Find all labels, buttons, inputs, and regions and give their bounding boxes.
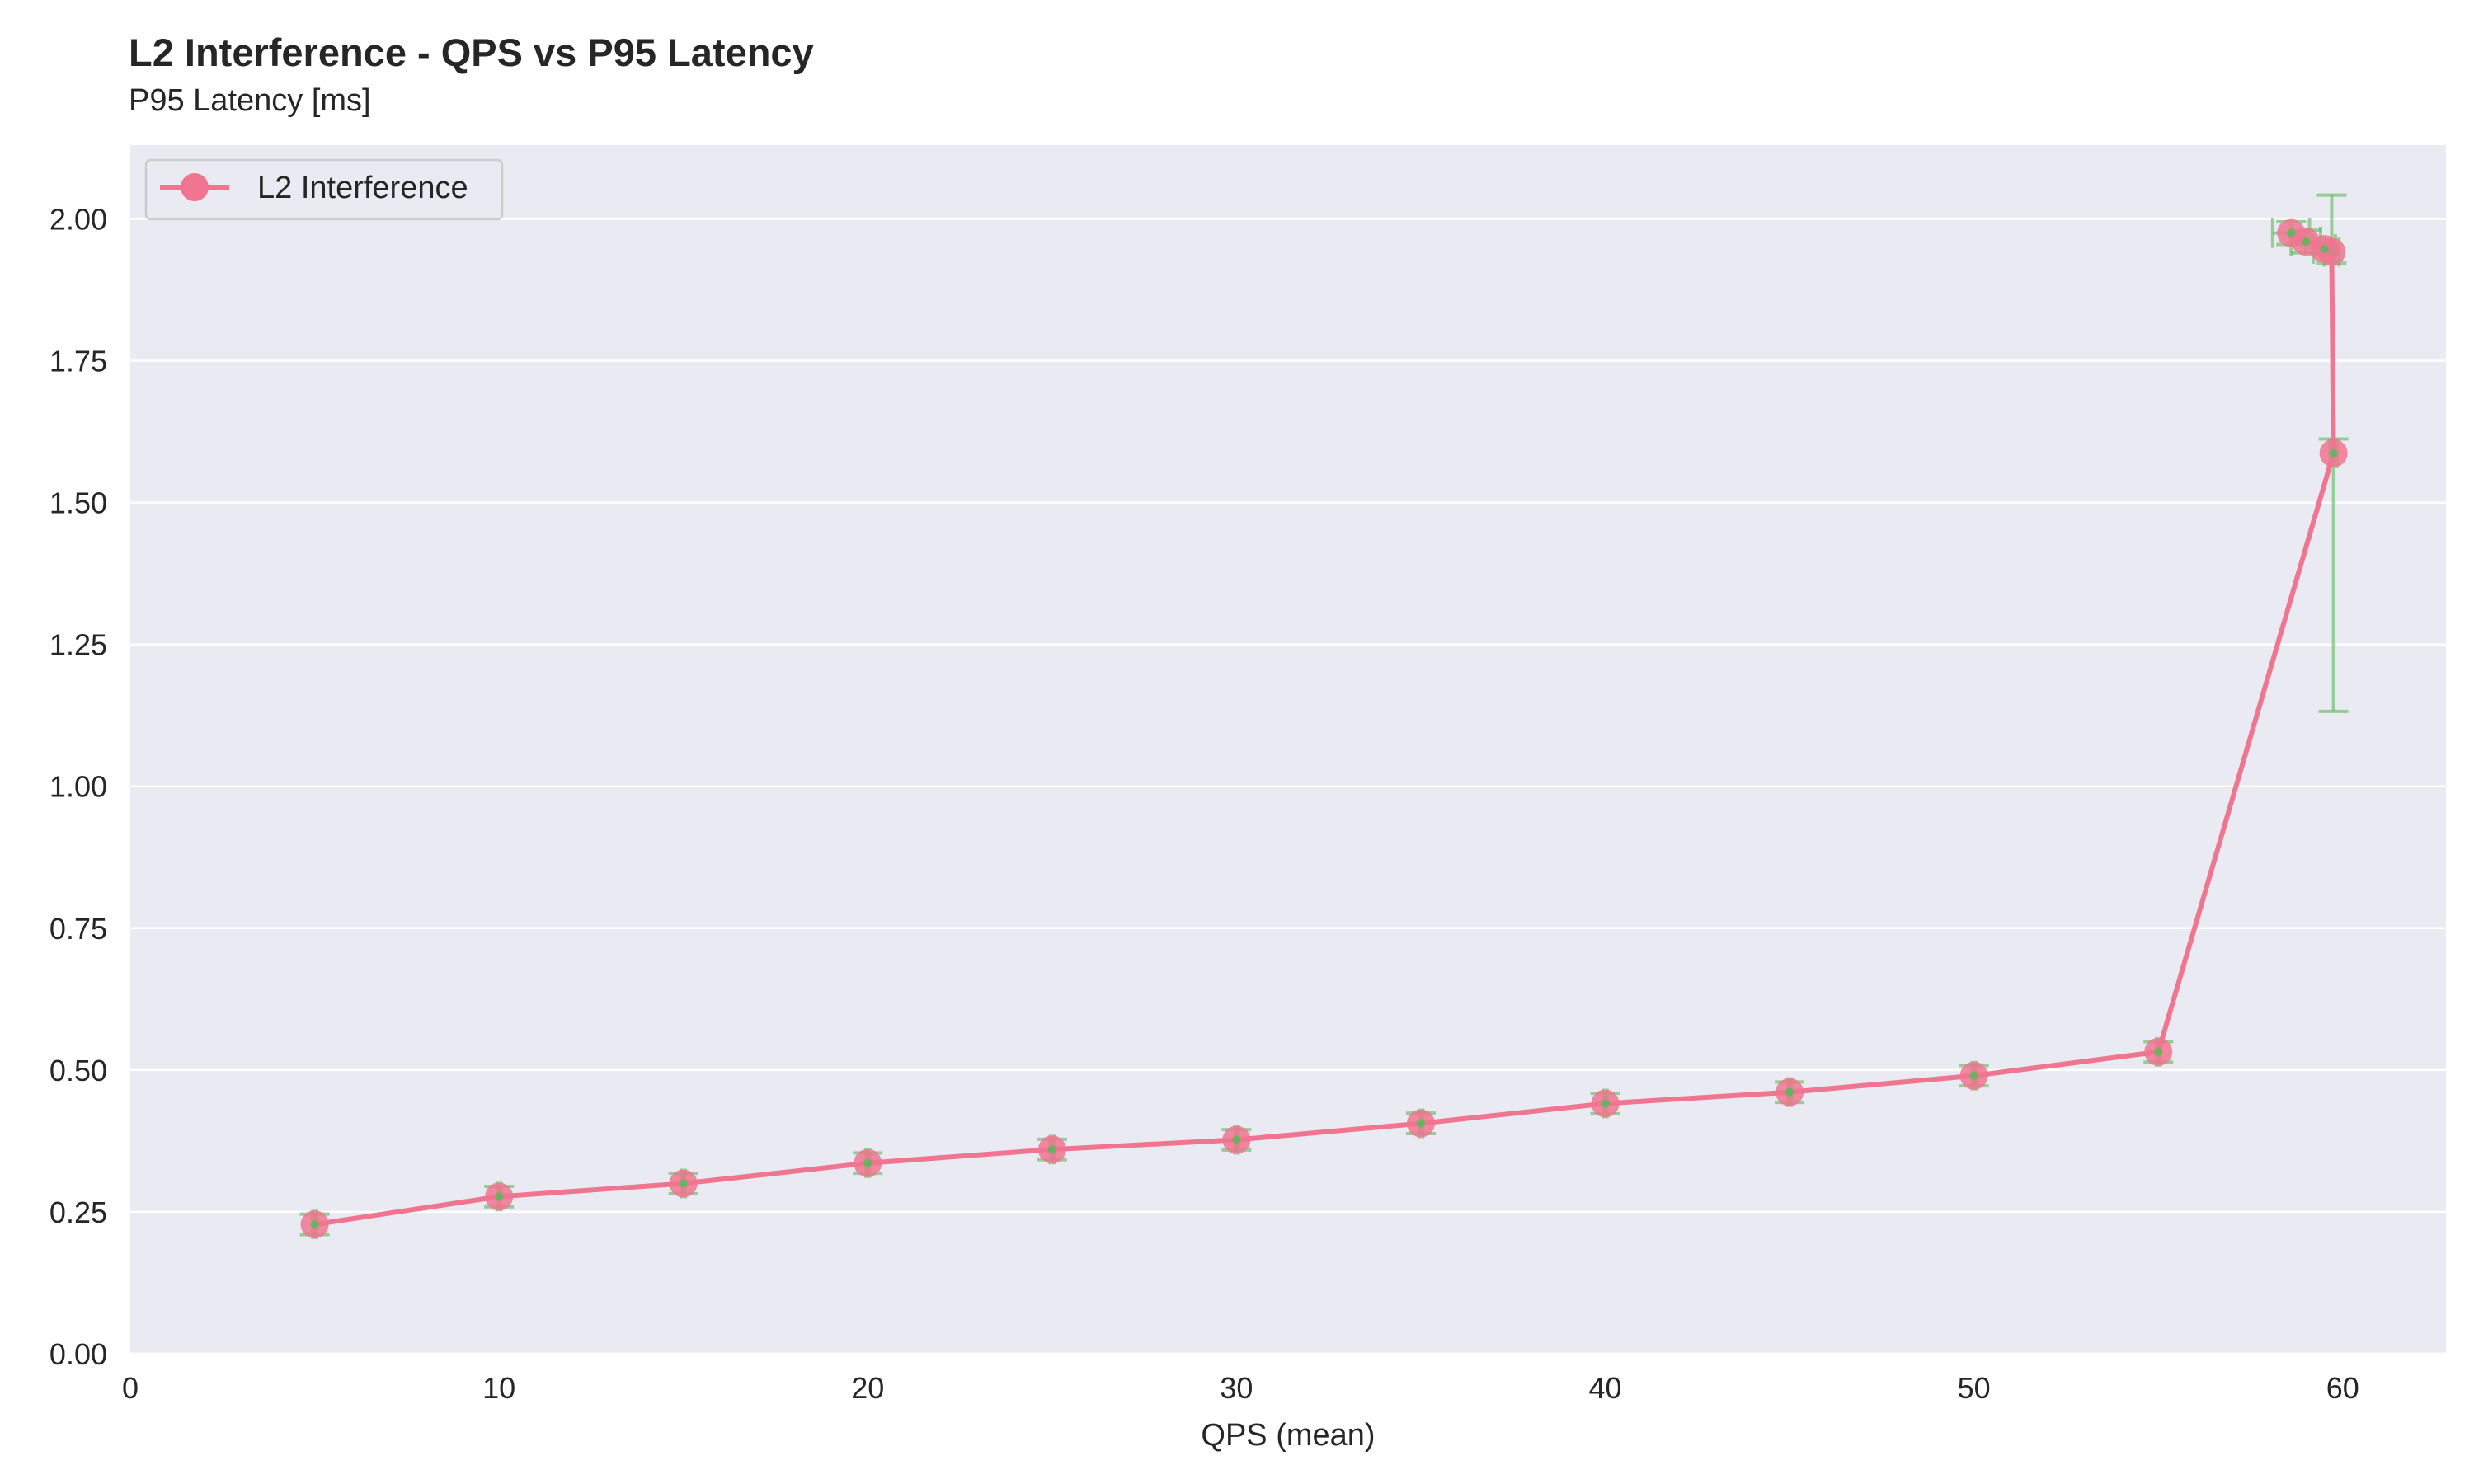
chart-subtitle: P95 Latency [ms] xyxy=(129,83,371,118)
plot-area xyxy=(130,145,2446,1354)
legend: L2 Interference xyxy=(144,158,504,221)
data-point-center xyxy=(1047,1145,1056,1154)
y-tick-label: 1.50 xyxy=(49,486,107,520)
data-point-center xyxy=(863,1158,872,1167)
data-point-center xyxy=(2287,228,2296,237)
data-point-center xyxy=(679,1179,688,1188)
x-tick-label: 50 xyxy=(1958,1371,1991,1405)
y-tick-label: 1.25 xyxy=(49,628,107,662)
legend-label: L2 Interference xyxy=(257,171,468,205)
data-point-center xyxy=(2329,448,2338,458)
y-tick-label: 0.75 xyxy=(49,912,107,946)
x-tick-label: 0 xyxy=(122,1371,139,1405)
data-point-center xyxy=(1232,1135,1241,1144)
x-tick-label: 30 xyxy=(1220,1371,1253,1405)
data-point-center xyxy=(1785,1087,1794,1097)
y-axis-ticks: 0.00 0.25 0.50 0.75 1.00 1.25 1.50 1.75 2.00 xyxy=(49,202,107,1371)
data-point-center xyxy=(2320,244,2329,253)
data-point-center xyxy=(1416,1119,1425,1128)
y-tick-label: 2.00 xyxy=(49,202,107,236)
x-axis-label: QPS (mean) xyxy=(1201,1418,1375,1453)
grid xyxy=(130,218,2446,1355)
y-tick-label: 0.25 xyxy=(49,1195,107,1229)
data-point-center xyxy=(310,1220,319,1229)
data-point-center xyxy=(1601,1099,1610,1108)
y-tick-label: 1.75 xyxy=(49,345,107,378)
data-point-center xyxy=(495,1192,504,1201)
x-axis-ticks: 0 10 20 30 40 50 60 xyxy=(122,1371,2359,1405)
data-point-center xyxy=(1969,1071,1978,1080)
y-tick-label: 1.00 xyxy=(49,770,107,804)
x-tick-label: 10 xyxy=(482,1371,515,1405)
data-point-center xyxy=(2302,237,2311,247)
y-tick-label: 0.50 xyxy=(49,1054,107,1087)
legend-marker xyxy=(181,173,209,201)
y-tick-label: 0.00 xyxy=(49,1337,107,1371)
x-tick-label: 40 xyxy=(1589,1371,1622,1405)
data-point-center xyxy=(2154,1047,2163,1056)
chart-title: L2 Interference - QPS vs P95 Latency xyxy=(129,31,814,74)
data-markers xyxy=(300,218,2348,1239)
x-tick-label: 20 xyxy=(851,1371,884,1405)
legend-box xyxy=(144,158,504,221)
x-tick-label: 60 xyxy=(2326,1371,2359,1405)
